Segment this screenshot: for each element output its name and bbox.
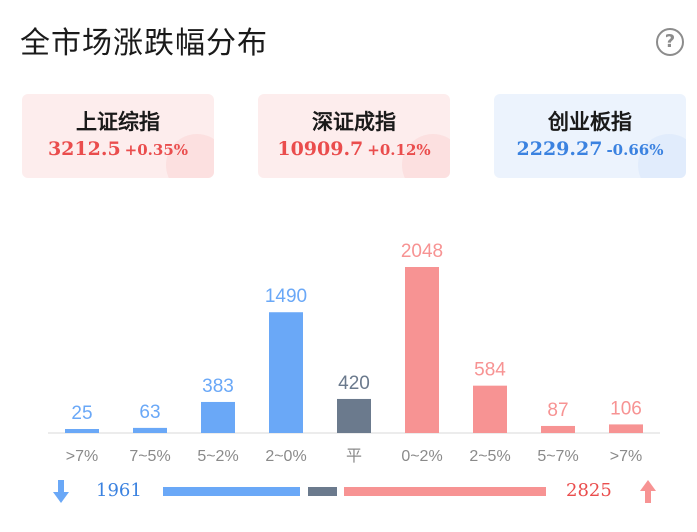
fall-summary-bar <box>163 487 300 496</box>
bar-value-label: 25 <box>71 403 92 424</box>
arrow-up-icon <box>640 480 656 503</box>
category-label: >7% <box>610 448 642 465</box>
index-change: +0.35% <box>124 141 189 159</box>
index-card-chinext[interactable]: 创业板指 2229.27 -0.66% <box>494 94 686 178</box>
bar-5[interactable] <box>405 267 439 433</box>
index-name: 上证综指 <box>76 110 160 134</box>
distribution-bar-chart: 25 >7% 63 7~5% 383 5~2% 1490 2~0% 420 平 2048 0~2% 58… <box>48 241 660 465</box>
arrow-down-icon <box>53 480 69 503</box>
bar-value-label: 584 <box>474 360 506 381</box>
rise-summary-bar <box>344 487 546 496</box>
bar-value-label: 87 <box>547 400 568 421</box>
bar-1[interactable] <box>133 427 167 433</box>
index-name: 深证成指 <box>312 110 396 134</box>
category-label: >7% <box>66 448 98 465</box>
bar-6[interactable] <box>473 385 507 433</box>
index-value: 2229.27 <box>516 138 603 160</box>
question-circle-icon[interactable]: ? <box>656 28 684 56</box>
index-card-szse[interactable]: 深证成指 10909.7 +0.12% <box>258 94 450 178</box>
index-card-sse[interactable]: 上证综指 3212.5 +0.35% <box>22 94 214 178</box>
flat-summary-bar <box>308 487 337 496</box>
category-label: 2~5% <box>469 448 510 465</box>
bar-4[interactable] <box>337 398 371 433</box>
category-label: 7~5% <box>129 448 170 465</box>
index-value: 10909.7 <box>277 138 364 160</box>
bar-0[interactable] <box>65 429 99 433</box>
rise-total: 2825 <box>566 480 612 501</box>
bar-3[interactable] <box>269 312 303 433</box>
page-title: 全市场涨跌幅分布 <box>20 26 268 61</box>
bar-value-label: 63 <box>139 402 160 423</box>
category-label: 平 <box>346 448 362 465</box>
bar-value-label: 383 <box>202 376 234 397</box>
bar-value-label: 1490 <box>265 286 307 307</box>
index-change: +0.12% <box>367 141 431 159</box>
fall-total: 1961 <box>96 480 142 501</box>
category-label: 5~7% <box>537 448 578 465</box>
bar-value-label: 420 <box>338 373 370 394</box>
bar-value-label: 106 <box>610 398 642 419</box>
index-change: -0.66% <box>606 141 664 159</box>
bar-7[interactable] <box>541 425 575 433</box>
category-label: 0~2% <box>401 448 442 465</box>
index-value: 3212.5 <box>47 138 121 160</box>
bar-2[interactable] <box>201 401 235 433</box>
category-label: 2~0% <box>265 448 306 465</box>
bar-8[interactable] <box>609 424 643 433</box>
category-label: 5~2% <box>197 448 238 465</box>
index-name: 创业板指 <box>548 110 632 134</box>
bar-value-label: 2048 <box>401 241 443 262</box>
